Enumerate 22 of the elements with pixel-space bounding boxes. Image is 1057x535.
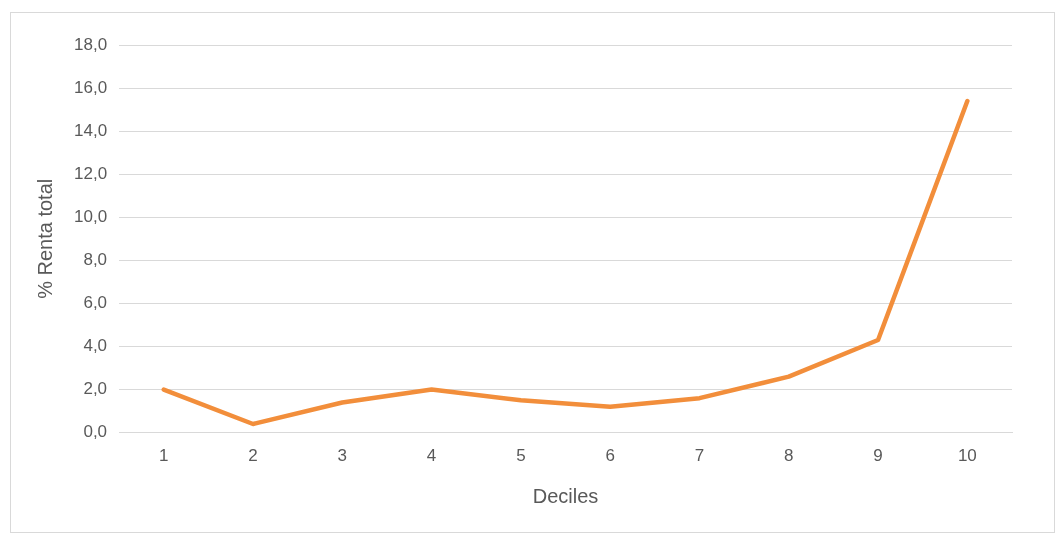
y-axis-title: % Renta total <box>33 178 56 299</box>
x-tick-label: 9 <box>873 446 883 466</box>
y-tick-label: 16,0 <box>73 77 108 97</box>
x-tick-label: 7 <box>694 446 705 466</box>
x-tick-label: 10 <box>957 446 977 466</box>
y-tick-label: 14,0 <box>73 120 108 140</box>
x-tick-label: 6 <box>605 446 615 466</box>
y-tick-label: 12,0 <box>73 163 108 183</box>
y-tick-label: 18,0 <box>73 34 108 54</box>
y-tick-label: 8,0 <box>83 250 108 270</box>
x-tick-label: 4 <box>426 446 437 466</box>
y-tick-label: 6,0 <box>83 293 108 313</box>
x-axis-title: Deciles <box>532 484 599 507</box>
y-tick-label: 10,0 <box>73 206 108 226</box>
x-tick-label: 8 <box>784 446 794 466</box>
x-tick-label: 1 <box>159 446 169 466</box>
x-tick-label: 3 <box>337 446 348 466</box>
y-tick-label: 2,0 <box>83 379 108 399</box>
x-tick-label: 5 <box>516 446 526 466</box>
x-tick-label: 2 <box>248 446 258 466</box>
y-tick-label: 4,0 <box>83 336 108 356</box>
y-tick-label: 0,0 <box>83 422 108 442</box>
